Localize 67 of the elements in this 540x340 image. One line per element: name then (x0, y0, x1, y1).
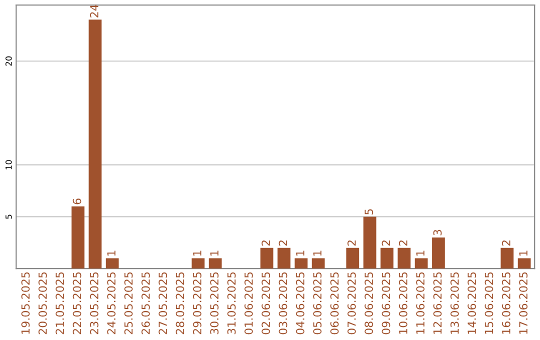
x-tick-label: 19.05.2025 (21, 272, 30, 334)
data-label: 2 (278, 240, 288, 246)
data-label: 1 (193, 250, 202, 256)
x-tick-label: 11.06.2025 (416, 272, 425, 334)
data-label: 2 (502, 240, 510, 246)
data-label: 6 (72, 198, 82, 204)
x-tick-label: 23.05.2025 (90, 272, 98, 334)
bar (414, 258, 428, 269)
x-tick-label: 20.05.2025 (38, 272, 47, 334)
x-tick-label: 02.06.2025 (262, 272, 270, 334)
y-tick-label: 5 (6, 214, 12, 219)
x-tick-label: 31.05.2025 (227, 272, 236, 334)
bar (398, 248, 411, 269)
x-tick-label: 26.05.2025 (141, 272, 150, 334)
bar (192, 258, 205, 269)
x-tick-label: 04.06.2025 (296, 272, 304, 334)
data-label: 3 (433, 230, 442, 236)
x-tick-label: 30.05.2025 (210, 272, 219, 334)
bar (208, 258, 222, 269)
data-label: 24 (90, 4, 98, 18)
data-label: 1 (519, 250, 528, 256)
bar (380, 248, 394, 269)
x-tick-label: 24.05.2025 (107, 272, 116, 334)
bar (363, 216, 376, 269)
data-label: 2 (382, 240, 390, 246)
x-tick-label: 09.06.2025 (382, 272, 390, 334)
x-tick-label: 27.05.2025 (158, 272, 168, 334)
x-tick-label: 13.06.2025 (450, 272, 459, 334)
x-tick-label: 16.06.2025 (502, 272, 510, 334)
bar (432, 237, 445, 269)
x-tick-label: 22.05.2025 (72, 272, 82, 334)
x-tick-label: 21.05.2025 (56, 272, 64, 334)
bar (278, 248, 290, 269)
x-tick-label: 28.05.2025 (176, 272, 184, 334)
x-tick-label: 14.06.2025 (468, 272, 476, 334)
bar (312, 258, 325, 269)
bar (518, 258, 531, 269)
data-label: 1 (296, 250, 304, 256)
x-tick-label: 29.05.2025 (192, 272, 202, 334)
data-label: 5 (364, 209, 374, 214)
data-label: 1 (313, 250, 322, 256)
x-tick-label: 12.06.2025 (433, 272, 442, 334)
y-tick-label: 20 (6, 56, 12, 66)
x-tick-label: 07.06.2025 (347, 272, 356, 334)
y-tick-label: 10 (6, 160, 12, 170)
data-label: 1 (210, 250, 218, 256)
data-label: 1 (416, 250, 424, 256)
bar (106, 258, 119, 269)
bar (500, 248, 514, 269)
x-tick-label: 03.06.2025 (278, 272, 288, 334)
x-tick-label: 01.06.2025 (244, 272, 253, 334)
x-tick-label: 05.06.2025 (313, 272, 322, 334)
bar (72, 206, 84, 269)
x-tick-label: 10.06.2025 (398, 272, 408, 334)
data-label: 1 (107, 250, 116, 256)
x-tick-label: 15.06.2025 (484, 272, 494, 334)
data-label: 2 (347, 240, 356, 246)
bar (88, 20, 102, 269)
x-tick-label: 25.05.2025 (124, 272, 133, 334)
x-tick-label: 08.06.2025 (364, 272, 374, 334)
bar (260, 248, 274, 269)
bar (294, 258, 308, 269)
data-label: 2 (262, 240, 270, 246)
x-tick-label: 17.06.2025 (519, 272, 528, 334)
data-label: 2 (398, 240, 408, 246)
x-tick-label: 06.06.2025 (330, 272, 339, 334)
bar (346, 248, 360, 269)
